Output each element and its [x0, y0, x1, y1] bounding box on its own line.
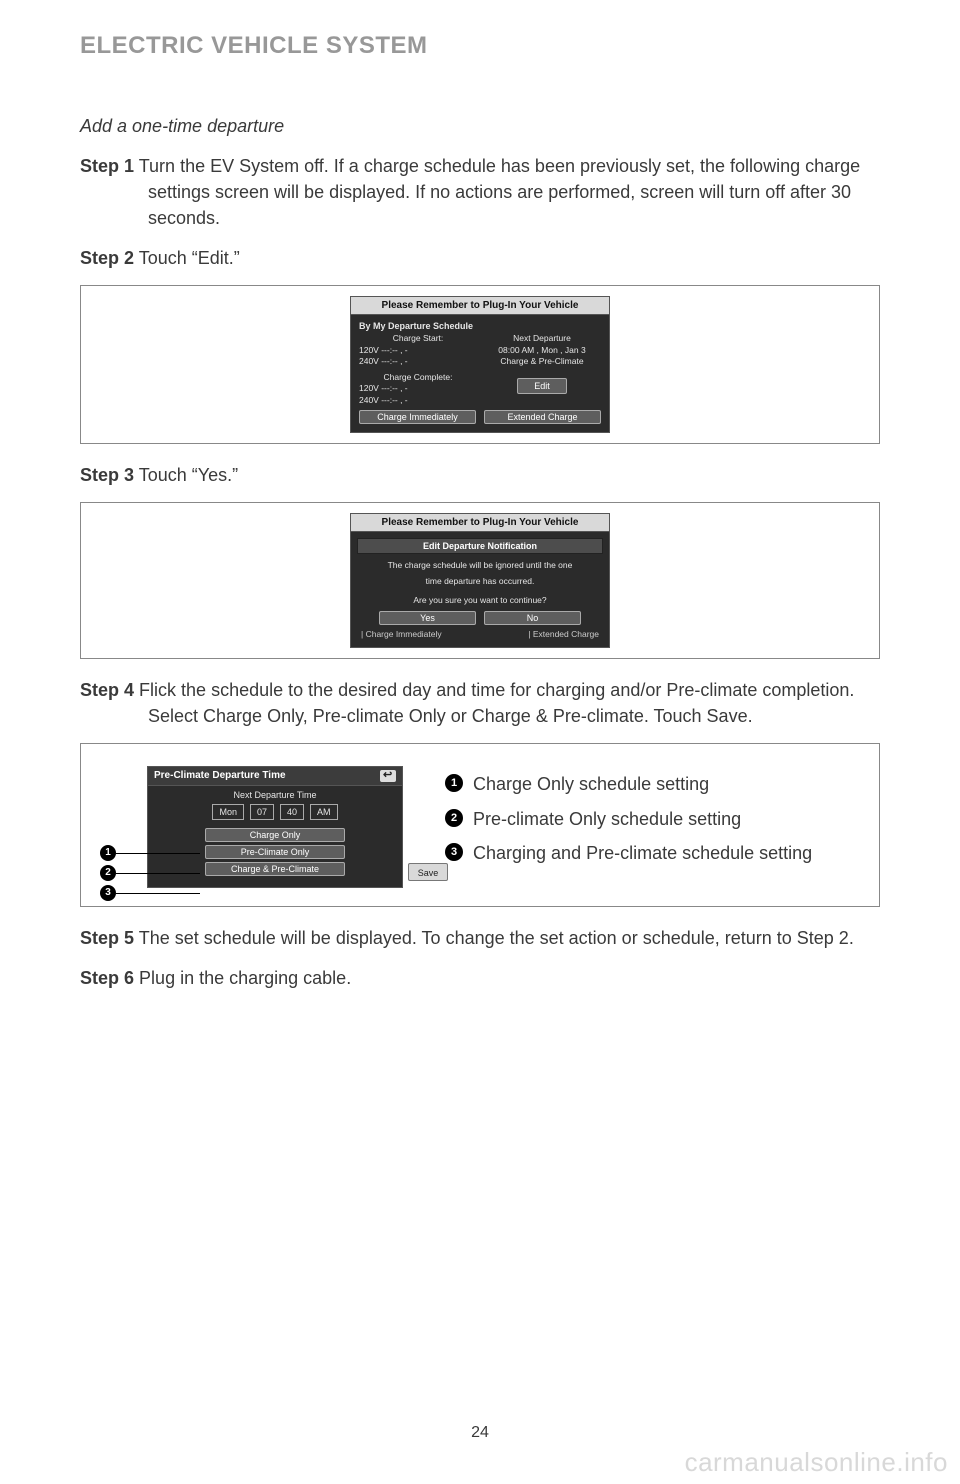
charge-only-button[interactable]: Charge Only — [205, 828, 345, 842]
edit-button[interactable]: Edit — [517, 378, 567, 394]
charge-immediately-button[interactable]: Charge Immediately — [359, 410, 476, 424]
screen-title: Please Remember to Plug‑In Your Vehicle — [351, 297, 609, 315]
next-departure-time: 08:00 AM , Mon , Jan 3 — [483, 345, 601, 356]
next-departure-mode: Charge & Pre‑Climate — [483, 356, 601, 367]
section-title: ELECTRIC VEHICLE SYSTEM — [80, 32, 880, 60]
subsection-title: Add a one-time departure — [80, 116, 880, 137]
step-3: Step 3 Touch “Yes.” — [80, 462, 880, 488]
return-icon[interactable] — [380, 770, 396, 782]
next-departure-label: Next Departure Time — [154, 790, 396, 800]
legend-num-1: 1 — [445, 774, 463, 792]
no-button[interactable]: No — [484, 611, 581, 625]
picker-hour[interactable]: 07 — [250, 804, 274, 820]
screen-charge-settings: Please Remember to Plug‑In Your Vehicle … — [350, 296, 610, 433]
footer-charge-immediately: Charge Immediately — [361, 629, 442, 639]
page-number: 24 — [0, 1424, 960, 1442]
figure-1: Please Remember to Plug‑In Your Vehicle … — [80, 285, 880, 444]
callout-marker-2: 2 — [100, 865, 116, 881]
watermark: carmanualsonline.info — [685, 1447, 948, 1478]
step-4: Step 4 Flick the schedule to the desired… — [80, 677, 880, 729]
col-header-next-departure: Next Departure — [483, 333, 601, 344]
dialog-line-2: time departure has occurred. — [361, 576, 599, 587]
screen-departure-time: Pre‑Climate Departure Time Next Departur… — [147, 766, 403, 888]
row-120v-complete: 120V ---:-- , - — [359, 383, 477, 394]
legend-num-2: 2 — [445, 809, 463, 827]
figure-2: Please Remember to Plug‑In Your Vehicle … — [80, 502, 880, 658]
callout-marker-3: 3 — [100, 885, 116, 901]
time-picker[interactable]: Mon 07 40 AM — [154, 804, 396, 820]
figure-3: Pre‑Climate Departure Time Next Departur… — [80, 743, 880, 907]
screen-edit-notification: Please Remember to Plug‑In Your Vehicle … — [350, 513, 610, 647]
save-button[interactable]: Save — [408, 863, 448, 881]
screen-subtitle: By My Departure Schedule — [359, 321, 601, 331]
pre-climate-only-button[interactable]: Pre‑Climate Only — [205, 845, 345, 859]
picker-minute[interactable]: 40 — [280, 804, 304, 820]
legend-num-3: 3 — [445, 843, 463, 861]
charge-and-pre-climate-button[interactable]: Charge & Pre‑Climate — [205, 862, 345, 876]
dialog-title: Edit Departure Notification — [357, 538, 603, 554]
screen-title: Pre‑Climate Departure Time — [154, 770, 286, 781]
row-240v-start: 240V ---:-- , - — [359, 356, 477, 367]
step-1: Step 1 Turn the EV System off. If a char… — [80, 153, 880, 231]
extended-charge-button[interactable]: Extended Charge — [484, 410, 601, 424]
legend-text-2: Pre-climate Only schedule setting — [473, 805, 741, 834]
picker-ampm[interactable]: AM — [310, 804, 338, 820]
callout-marker-1: 1 — [100, 845, 116, 861]
step-2: Step 2 Touch “Edit.” — [80, 245, 880, 271]
col-header-charge-complete: Charge Complete: — [359, 372, 477, 383]
step-5: Step 5 The set schedule will be displaye… — [80, 925, 880, 951]
callout-line-1 — [116, 853, 200, 854]
figure-3-legend: 1 Charge Only schedule setting 2 Pre-clima… — [445, 766, 812, 874]
step-6: Step 6 Plug in the charging cable. — [80, 965, 880, 991]
dialog-line-1: The charge schedule will be ignored unti… — [361, 560, 599, 571]
footer-extended-charge: Extended Charge — [528, 629, 599, 639]
row-120v-start: 120V ---:-- , - — [359, 345, 477, 356]
col-header-charge-start: Charge Start: — [359, 333, 477, 344]
picker-day[interactable]: Mon — [212, 804, 244, 820]
row-240v-complete: 240V ---:-- , - — [359, 395, 477, 406]
legend-text-3: Charging and Pre-climate schedule settin… — [473, 839, 812, 868]
callout-line-2 — [116, 873, 200, 874]
screen-title: Please Remember to Plug‑In Your Vehicle — [351, 514, 609, 532]
legend-text-1: Charge Only schedule setting — [473, 770, 709, 799]
callout-line-3 — [116, 893, 200, 894]
yes-button[interactable]: Yes — [379, 611, 476, 625]
dialog-confirm: Are you sure you want to continue? — [361, 595, 599, 606]
